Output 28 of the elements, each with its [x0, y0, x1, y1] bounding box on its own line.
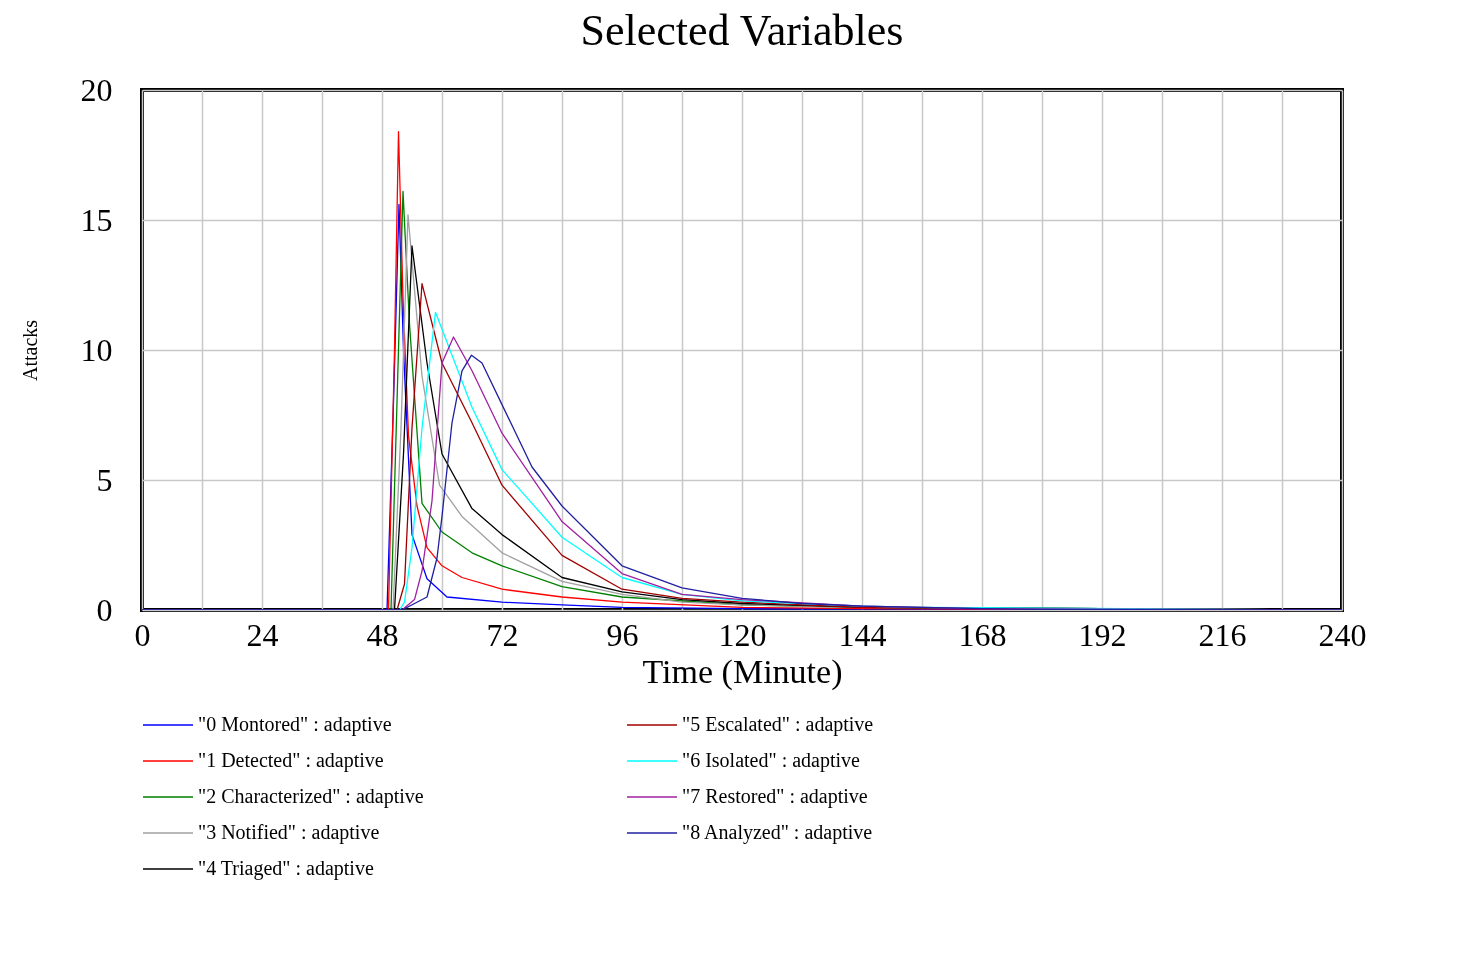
x-tick-label: 0	[134, 616, 151, 653]
legend-label: "5 Escalated" : adaptive	[682, 713, 874, 736]
legend-label: "6 Isolated" : adaptive	[682, 749, 861, 772]
x-axis-title: Time (Minute)	[642, 652, 843, 691]
x-tick-label: 96	[606, 616, 639, 653]
x-tick-label: 24	[246, 616, 279, 653]
x-tick-label: 168	[958, 616, 1007, 653]
y-tick-label: 10	[80, 331, 113, 368]
y-axis-title: Attacks	[18, 319, 41, 382]
y-tick-label: 5	[96, 461, 113, 498]
legend-label: "4 Triaged" : adaptive	[198, 857, 374, 880]
x-tick-label: 144	[838, 616, 887, 653]
legend-label: "1 Detected" : adaptive	[198, 749, 384, 772]
x-tick-label: 216	[1198, 616, 1247, 653]
legend-label: "8 Analyzed" : adaptive	[682, 821, 873, 844]
x-tick-label: 48	[366, 616, 399, 653]
legend-label: "2 Characterized" : adaptive	[198, 785, 424, 808]
y-tick-label: 20	[80, 71, 113, 108]
y-tick-label: 0	[96, 591, 113, 628]
x-tick-label: 192	[1078, 616, 1127, 653]
legend-label: "3 Notified" : adaptive	[198, 821, 380, 844]
x-tick-label: 72	[486, 616, 519, 653]
legend-label: "7 Restored" : adaptive	[682, 785, 868, 808]
x-tick-label: 240	[1318, 616, 1367, 653]
x-tick-label: 120	[718, 616, 767, 653]
chart-title: Selected Variables	[580, 6, 904, 55]
legend-label: "0 Montored" : adaptive	[198, 713, 392, 736]
y-tick-label: 15	[80, 201, 113, 238]
